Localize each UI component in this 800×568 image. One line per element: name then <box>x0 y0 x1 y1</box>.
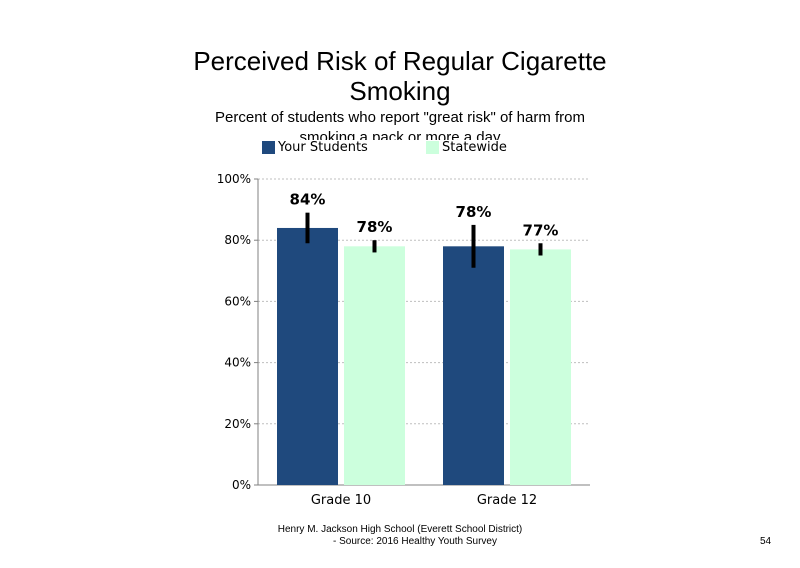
data-label-statewide: 77% <box>523 221 559 239</box>
y-tick-label: 20% <box>224 417 251 431</box>
footer-survey: - Source: 2016 Healthy Youth Survey <box>333 536 497 547</box>
x-tick-label: Grade 10 <box>311 493 371 508</box>
legend-item-your-students: Your Students <box>262 140 368 155</box>
bar-your-students <box>277 227 338 485</box>
footer-source: Henry M. Jackson High School (Everett Sc… <box>230 524 570 548</box>
legend-swatch-statewide <box>426 141 439 154</box>
legend-label-statewide: Statewide <box>442 140 507 155</box>
legend-item-statewide: Statewide <box>426 140 507 155</box>
page-number: 54 <box>760 536 772 547</box>
y-tick-label: 40% <box>224 356 251 370</box>
bar-statewide <box>510 249 571 485</box>
footer-school: Henry M. Jackson High School (Everett Sc… <box>277 524 523 535</box>
data-label-your-students: 84% <box>290 191 326 209</box>
bar-your-students <box>443 246 504 485</box>
y-tick-label: 80% <box>224 233 251 247</box>
y-tick-label: 0% <box>232 478 251 492</box>
y-tick-label: 100% <box>217 172 251 186</box>
data-label-your-students: 78% <box>456 203 492 221</box>
data-label-statewide: 78% <box>357 218 393 236</box>
chart-subtitle: Percent of students who report "great ri… <box>215 109 585 140</box>
bar-statewide <box>344 246 405 485</box>
x-tick-label: Grade 12 <box>477 493 537 508</box>
legend-label-your-students: Your Students <box>278 140 368 155</box>
legend-swatch-your-students <box>262 141 275 154</box>
chart-legend: Your Students Statewide <box>262 140 562 158</box>
y-tick-label: 60% <box>224 294 251 308</box>
chart-title: Perceived Risk of Regular Cigarette Smok… <box>193 46 607 106</box>
